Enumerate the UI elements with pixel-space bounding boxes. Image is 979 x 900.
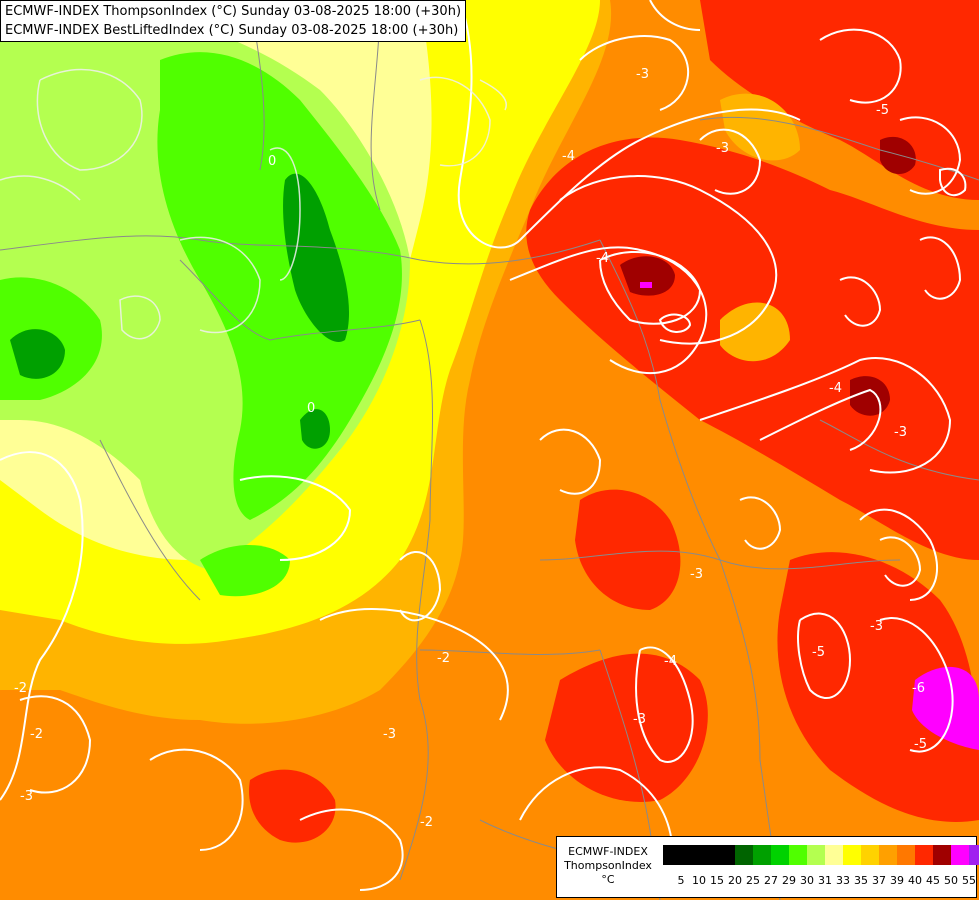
field-green (157, 52, 402, 521)
legend-swatch (951, 845, 969, 865)
contour-label: -3 (690, 567, 703, 582)
contour-label: -3 (870, 619, 883, 634)
legend-variable: ThompsonIndex (564, 859, 652, 872)
legend-swatch (735, 845, 753, 865)
legend-tick-label: 5 (677, 874, 685, 887)
legend-swatch (771, 845, 789, 865)
legend-label: ECMWF-INDEX ThompsonIndex °C (560, 845, 656, 887)
field-red-central (575, 489, 681, 610)
contour-label: -3 (383, 727, 396, 742)
legend-model: ECMWF-INDEX (568, 845, 648, 858)
contour-labels: -4 -4 -5 -3 -3 -3 -2 -2 -2 -3 -3 -3 -3 -… (14, 67, 927, 830)
contour-label: -4 (829, 381, 842, 396)
legend-swatch (861, 845, 879, 865)
legend-ticks: 51015202527293031333537394045505560 (663, 874, 979, 888)
field-dark-green-mid (300, 409, 330, 449)
field-orange-patch-2 (720, 302, 790, 362)
legend-tick-label: 27 (764, 874, 778, 887)
legend-swatches (663, 845, 979, 865)
field-dark-green-west (10, 329, 65, 379)
legend-tick-label: 37 (872, 874, 886, 887)
contour-label: -5 (876, 103, 889, 118)
legend-swatch (663, 845, 681, 865)
contour-label: -2 (420, 815, 433, 830)
contour-label: -3 (636, 67, 649, 82)
legend-tick-label: 39 (890, 874, 904, 887)
legend-tick-label: 35 (854, 874, 868, 887)
contour-label: -2 (14, 681, 27, 696)
legend-tick-label: 33 (836, 874, 850, 887)
legend-tick-label: 50 (944, 874, 958, 887)
contour-label: 0 (307, 401, 315, 416)
legend-swatch (897, 845, 915, 865)
field-magenta (912, 666, 979, 750)
legend-swatch (717, 845, 735, 865)
legend-tick-spacer (663, 874, 672, 888)
field-magenta-small (640, 282, 652, 288)
title-best-lifted-index: ECMWF-INDEX BestLiftedIndex (°C) Sunday … (5, 23, 459, 38)
legend-unit: °C (601, 873, 615, 886)
legend-swatch (807, 845, 825, 865)
legend-tick-label: 10 (692, 874, 706, 887)
field-dark-red-ne (880, 136, 916, 175)
legend-tick-label: 29 (782, 874, 796, 887)
contour-label: -4 (664, 654, 677, 669)
lifted-index-contours (0, 0, 967, 891)
legend-swatch (843, 845, 861, 865)
legend-tick-label: 45 (926, 874, 940, 887)
contour-label: -3 (894, 425, 907, 440)
legend-tick-label: 55 (962, 874, 976, 887)
map-title-box: ECMWF-INDEX ThompsonIndex (°C) Sunday 03… (0, 0, 467, 42)
contour-label: -4 (562, 149, 575, 164)
legend-tick-label: 15 (710, 874, 724, 887)
contour-label: -3 (20, 789, 33, 804)
legend-swatch (825, 845, 843, 865)
legend-tick-label: 40 (908, 874, 922, 887)
color-legend: ECMWF-INDEX ThompsonIndex °C 5 10 15 20 25 27… (556, 836, 979, 898)
legend-swatch (933, 845, 951, 865)
field-red-sw (249, 769, 336, 843)
contour-label: -6 (912, 681, 925, 696)
legend-tick-label: 25 (746, 874, 760, 887)
contour-label: -2 (437, 651, 450, 666)
contour-label: -3 (633, 712, 646, 727)
legend-swatch (753, 845, 771, 865)
contour-label: -3 (716, 141, 729, 156)
contour-label: 0 (268, 154, 276, 169)
legend-tick-label: 30 (800, 874, 814, 887)
legend-swatch (969, 845, 979, 865)
legend-swatch (681, 845, 699, 865)
legend-tick-label: 31 (818, 874, 832, 887)
contour-label: -4 (596, 251, 609, 266)
lifted-index-contours-light (0, 68, 507, 340)
legend-swatch (915, 845, 933, 865)
legend-swatch (699, 845, 717, 865)
legend-tick-label: 20 (728, 874, 742, 887)
field-green-south (200, 545, 290, 597)
contour-label: -5 (812, 645, 825, 660)
legend-swatch (879, 845, 897, 865)
title-thompson-index: ECMWF-INDEX ThompsonIndex (°C) Sunday 03… (5, 4, 462, 19)
field-red-south (545, 653, 708, 802)
field-dark-red (620, 256, 675, 296)
contour-label: -2 (30, 727, 43, 742)
contour-label: -5 (914, 737, 927, 752)
field-red-se (777, 552, 979, 822)
legend-swatch (789, 845, 807, 865)
